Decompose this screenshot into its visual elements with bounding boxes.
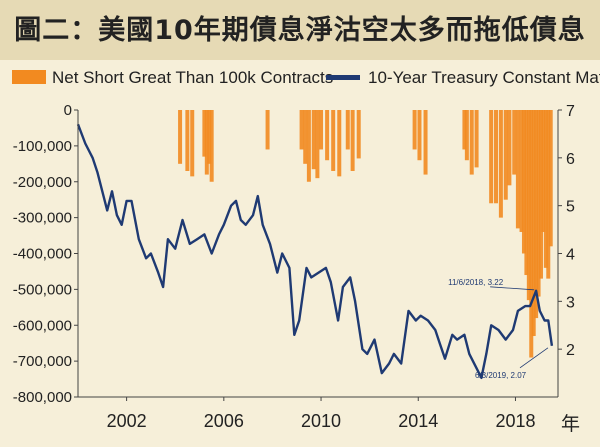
left-tick-label: 0 [64, 102, 72, 119]
net-short-bar [412, 110, 417, 150]
x-tick-label: 2006 [204, 411, 244, 431]
net-short-bar [498, 110, 503, 218]
net-short-bar [529, 110, 534, 358]
net-short-bar [209, 110, 214, 182]
chart-title: 圖二：美國10年期債息淨沽空太多而拖低債息 [14, 15, 586, 46]
left-tick-label: -600,000 [13, 317, 72, 334]
net-short-bar [417, 110, 422, 161]
title-bar: 圖二：美國10年期債息淨沽空太多而拖低債息 [0, 0, 600, 60]
legend-swatch-net-short [12, 70, 46, 84]
x-tick-label: 2002 [107, 411, 147, 431]
net-short-bar [299, 110, 304, 150]
net-short-bar [515, 110, 520, 229]
net-short-bar [462, 110, 467, 150]
legend-label-treasury-rate: 10-Year Treasury Constant Maturity Rate [368, 68, 600, 87]
right-tick-label: 3 [566, 294, 575, 311]
annotation-leader-peak [490, 286, 535, 291]
net-short-bar [546, 110, 551, 279]
net-short-bar [543, 110, 548, 268]
net-short-bar [534, 110, 539, 319]
net-short-bar [190, 110, 195, 177]
net-short-bar [423, 110, 428, 175]
right-tick-label: 5 [566, 199, 575, 216]
legend: Net Short Great Than 100k Contracts 10-Ye… [12, 68, 600, 87]
x-tick-label: 2014 [398, 411, 438, 431]
net-short-bar [306, 110, 311, 182]
net-short-bar [178, 110, 183, 164]
net-short-bar [541, 110, 546, 232]
left-tick-label: -100,000 [13, 138, 72, 155]
annotations-layer: 11/6/2018, 3.22 6/3/2019, 2.07 [448, 278, 549, 380]
net-short-bar [536, 110, 541, 297]
treasury-rate-line [76, 123, 554, 380]
net-short-bar [319, 110, 324, 150]
net-short-bar [207, 110, 212, 164]
x-axis-unit-label: 年 [561, 413, 580, 435]
right-tick-label: 7 [566, 103, 575, 120]
net-short-bar [503, 110, 508, 200]
net-short-bar [519, 110, 524, 232]
net-short-bar [538, 110, 543, 279]
net-short-bar [469, 110, 474, 175]
net-short-bar [494, 110, 499, 204]
x-tick-label: 2018 [495, 411, 535, 431]
annotation-peak: 11/6/2018, 3.22 [448, 278, 504, 287]
net-short-bar [350, 110, 355, 171]
x-tick-label: 2010 [301, 411, 341, 431]
net-short-bar [521, 110, 526, 254]
left-tick-label: -200,000 [13, 174, 72, 191]
net-short-bar [265, 110, 270, 150]
legend-label-net-short: Net Short Great Than 100k Contracts [52, 68, 333, 87]
net-short-bar [489, 110, 494, 204]
net-short-bar [325, 110, 330, 161]
net-short-bar [474, 110, 479, 168]
right-tick-label: 4 [566, 247, 575, 264]
net-short-bar [337, 110, 342, 177]
right-tick-label: 6 [566, 151, 575, 168]
right-tick-label: 2 [566, 342, 575, 359]
bars-layer [178, 110, 553, 358]
net-short-bar [531, 110, 536, 337]
net-short-bar [507, 110, 512, 186]
net-short-bar [356, 110, 361, 159]
net-short-bar [303, 110, 308, 164]
net-short-bar [185, 110, 190, 171]
left-tick-label: -800,000 [13, 389, 72, 406]
net-short-bar [524, 110, 529, 276]
legend-swatch-treasury-rate [326, 75, 360, 80]
net-short-bar [315, 110, 320, 179]
line-layer [76, 123, 554, 380]
annotation-leader-low [519, 347, 549, 369]
axes-layer: 0 -100,000 -200,000 -300,000 -400,000 -500,00… [13, 102, 580, 435]
left-tick-label: -700,000 [13, 353, 72, 370]
net-short-bar [204, 110, 209, 175]
net-short-bar [526, 110, 531, 301]
net-short-bar [311, 110, 316, 170]
net-short-bar [548, 110, 553, 247]
left-tick-label: -300,000 [13, 210, 72, 227]
left-tick-label: -500,000 [13, 281, 72, 298]
net-short-bar [512, 110, 517, 175]
net-short-bar [331, 110, 336, 171]
left-tick-label: -400,000 [13, 246, 72, 263]
net-short-bar [345, 110, 350, 150]
net-short-bar [202, 110, 207, 157]
annotation-low: 6/3/2019, 2.07 [475, 371, 527, 380]
net-short-bar [464, 110, 469, 161]
